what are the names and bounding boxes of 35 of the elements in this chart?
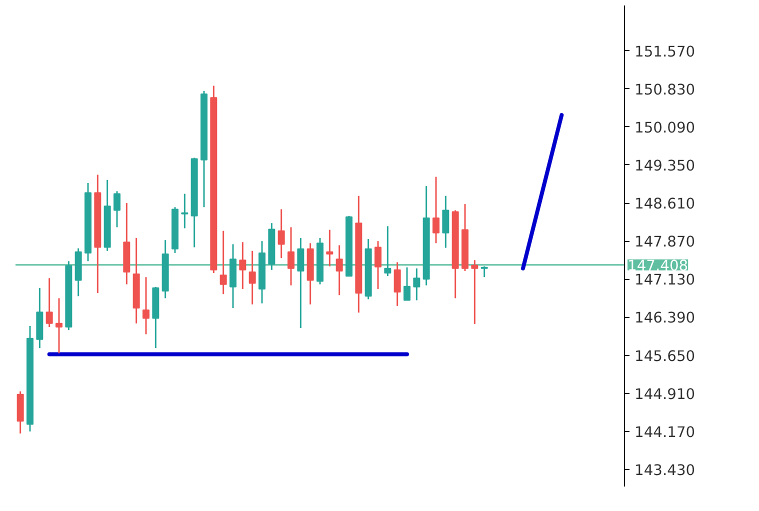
candlestick xyxy=(326,229,334,268)
y-tick-label: 151.570 xyxy=(634,43,696,60)
candlestick xyxy=(471,259,478,325)
y-tick-label: 149.350 xyxy=(634,157,696,174)
candlestick xyxy=(384,225,392,277)
candlestick xyxy=(413,268,420,302)
candlestick xyxy=(404,266,410,302)
y-tick-label: 148.610 xyxy=(634,196,696,213)
y-tick-label: 150.090 xyxy=(634,119,696,136)
y-tick-label: 150.830 xyxy=(634,81,696,98)
candlestick xyxy=(220,230,227,295)
candlestick xyxy=(297,237,304,329)
y-tick-label: 144.910 xyxy=(634,386,696,403)
candlestick xyxy=(181,193,188,229)
candlestick xyxy=(46,277,53,328)
candlestick xyxy=(142,276,150,335)
y-tick-label: 147.130 xyxy=(634,272,696,289)
candlestick xyxy=(336,244,343,296)
candlestick xyxy=(278,208,285,259)
candlestick xyxy=(374,240,382,290)
candlestick xyxy=(248,250,256,306)
candlestick xyxy=(480,266,488,278)
y-tick-label: 146.390 xyxy=(634,310,696,327)
candlestick xyxy=(432,176,440,244)
candlestick xyxy=(56,297,62,354)
candlestick xyxy=(442,195,450,249)
candlestick xyxy=(394,261,401,307)
candlestick xyxy=(288,226,294,286)
y-tick-label: 144.170 xyxy=(634,424,696,441)
candlestick xyxy=(239,241,246,290)
y-tick-label: 145.650 xyxy=(634,348,696,365)
y-tick-label: 143.430 xyxy=(634,462,696,480)
candlestick xyxy=(114,190,120,228)
ref-line-label: 147.408 xyxy=(628,257,688,274)
y-tick-label: 147.870 xyxy=(634,234,696,251)
